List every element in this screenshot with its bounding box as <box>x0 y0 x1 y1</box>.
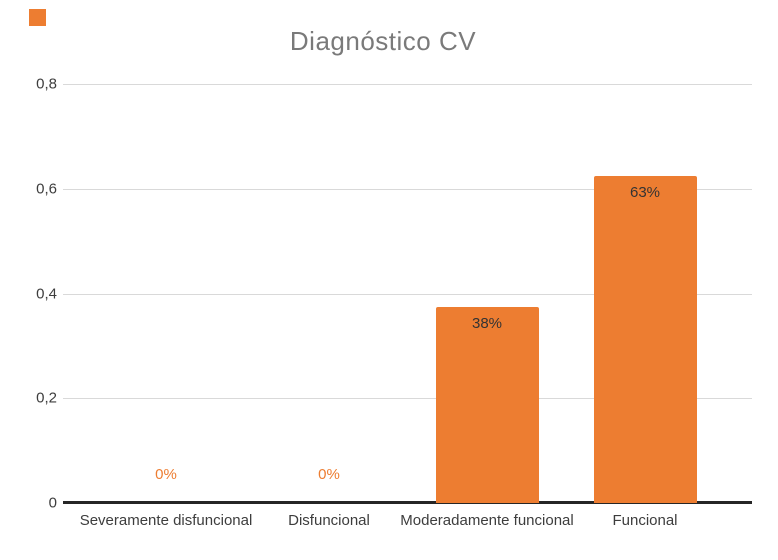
gridline <box>63 398 752 399</box>
orange-square-decoration <box>29 9 46 26</box>
zero-data-label: 0% <box>155 466 177 483</box>
x-axis-line <box>63 501 752 504</box>
y-axis-tick-label: 0,6 <box>36 180 57 198</box>
category-label: Funcional <box>612 512 678 529</box>
category-label: Disfuncional <box>288 512 370 529</box>
y-axis-tick-label: 0,2 <box>36 389 57 407</box>
data-label: 63% <box>629 184 661 201</box>
gridline <box>63 84 752 85</box>
bar-4 <box>594 176 697 503</box>
gridline <box>63 294 752 295</box>
y-axis-tick-label: 0,8 <box>36 75 57 93</box>
category-label: Moderadamente funcional <box>400 512 574 529</box>
y-axis-tick-label: 0 <box>48 494 57 512</box>
zero-data-label: 0% <box>318 466 340 483</box>
data-label: 38% <box>471 315 503 332</box>
bar-3 <box>436 307 539 503</box>
gridline <box>63 189 752 190</box>
chart-title: Diagnóstico CV <box>289 26 477 56</box>
category-label: Severamente disfuncional <box>79 512 253 529</box>
y-axis-tick-label: 0,4 <box>36 285 57 303</box>
